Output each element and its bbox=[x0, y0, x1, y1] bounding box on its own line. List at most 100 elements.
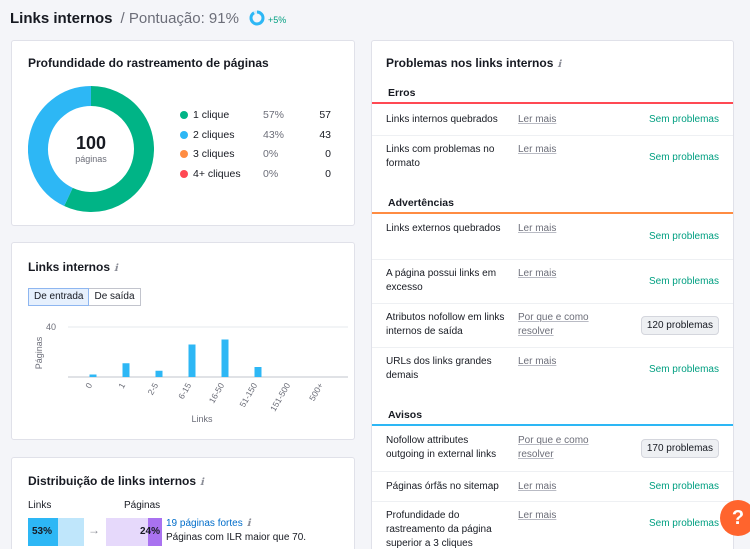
arrow-icon: → bbox=[88, 523, 100, 537]
score-delta: +5% bbox=[267, 14, 287, 25]
tab-outgoing[interactable]: De saída bbox=[89, 288, 141, 306]
links-column-label: Links bbox=[28, 500, 52, 511]
score-label: / Pontuação: 91% bbox=[120, 9, 239, 27]
help-button[interactable]: ? bbox=[720, 500, 750, 536]
page-header: Links internos / Pontuação: 91% +5% bbox=[10, 6, 286, 30]
issue-row: URLs dos links grandes demais Ler mais Sem… bbox=[372, 347, 733, 391]
legend-value: 0 bbox=[325, 167, 331, 180]
issue-label: Atributos nofollow em links internos de … bbox=[386, 312, 505, 337]
issue-help-link[interactable]: Por que e como resolver bbox=[518, 312, 589, 337]
distribution-title-text: Distribuição de links internos bbox=[28, 474, 197, 488]
issue-help-link[interactable]: Ler mais bbox=[518, 481, 557, 492]
info-icon[interactable]: ℹ bbox=[200, 477, 204, 488]
links-bar: 53% bbox=[28, 518, 84, 546]
bar-16-50[interactable] bbox=[221, 339, 229, 378]
bar-1[interactable] bbox=[122, 363, 130, 377]
legend-percent: 57% bbox=[263, 109, 285, 121]
x-axis-label: Links bbox=[191, 414, 213, 424]
issue-help-link[interactable]: Ler mais bbox=[518, 144, 557, 155]
section-header: Avisos bbox=[388, 409, 423, 421]
issue-row: Profundidade do rastreamento da página s… bbox=[372, 501, 733, 549]
direction-toggle: De entrada De saída bbox=[28, 288, 141, 306]
issue-help-link[interactable]: Por que e como resolver bbox=[518, 435, 589, 460]
section-header: Erros bbox=[388, 87, 416, 99]
legend-value: 57 bbox=[319, 109, 331, 121]
donut-center-value: 100 bbox=[75, 133, 107, 153]
x-tick-label: 16-50 bbox=[207, 381, 227, 405]
legend-label: 3 cliques bbox=[193, 148, 235, 160]
legend-percent: 0% bbox=[263, 148, 279, 160]
issue-status: Sem problemas bbox=[648, 276, 719, 287]
bar-6-15[interactable] bbox=[188, 344, 196, 378]
legend-value: 0 bbox=[325, 148, 331, 160]
bar-0[interactable] bbox=[89, 374, 97, 378]
crawl-depth-card: Profundidade do rastreamento de páginas … bbox=[11, 40, 355, 226]
internal-links-title: Links internos ℹ bbox=[28, 260, 118, 274]
legend-label: 2 cliques bbox=[193, 128, 235, 141]
issue-help-link[interactable]: Ler mais bbox=[518, 223, 557, 234]
issue-label: A página possui links em excesso bbox=[386, 268, 497, 293]
donut-slice-1[interactable] bbox=[64, 86, 154, 212]
legend-row[interactable]: 1 clique 57% 57 bbox=[180, 107, 331, 123]
issue-count-badge[interactable]: 170 problemas bbox=[640, 439, 719, 458]
x-tick-label: 51-150 bbox=[237, 381, 259, 409]
issue-help-link[interactable]: Ler mais bbox=[518, 510, 557, 521]
bar-51-150[interactable] bbox=[254, 367, 262, 377]
issue-row: Links internos quebrados Ler mais Sem prob… bbox=[372, 105, 733, 135]
pages-bar-fill bbox=[148, 518, 162, 546]
issue-help-link[interactable]: Ler mais bbox=[518, 356, 557, 367]
legend-row[interactable]: 2 cliques 43% 43 bbox=[180, 127, 331, 143]
info-icon[interactable]: ℹ bbox=[557, 59, 562, 70]
issue-label: Profundidade do rastreamento da página s… bbox=[386, 510, 492, 549]
donut-center-label: páginas bbox=[75, 154, 107, 164]
info-icon[interactable]: ℹ bbox=[246, 518, 251, 529]
distribution-title: Distribuição de links internos ℹ bbox=[28, 474, 204, 488]
y-axis-label: Páginas bbox=[34, 336, 44, 369]
pages-column-label: Páginas bbox=[124, 500, 161, 511]
internal-links-card: Links internos ℹ De entrada De saída 40 Pá… bbox=[11, 242, 355, 440]
legend-row[interactable]: 3 cliques 0% 0 bbox=[180, 146, 331, 162]
legend-dot bbox=[180, 169, 188, 178]
page-title: Links internos bbox=[10, 9, 113, 27]
legend-value: 43 bbox=[319, 128, 331, 141]
legend-row[interactable]: 4+ cliques 0% 0 bbox=[180, 166, 331, 182]
issue-help-link[interactable]: Ler mais bbox=[518, 268, 557, 279]
section-divider bbox=[372, 212, 733, 214]
issue-row: Links com problemas no formato Ler mais Se… bbox=[372, 135, 733, 179]
legend-percent: 43% bbox=[263, 128, 285, 141]
info-icon[interactable]: ℹ bbox=[114, 263, 118, 274]
x-tick-label: 0 bbox=[83, 381, 94, 390]
issue-label: Nofollow attributes outgoing in external… bbox=[386, 435, 497, 460]
score-ring-icon bbox=[249, 10, 265, 26]
y-tick-label: 40 bbox=[46, 322, 56, 332]
strong-pages-link[interactable]: 19 páginas fortes bbox=[166, 518, 243, 529]
legend-dot bbox=[180, 150, 188, 158]
issue-row: Nofollow attributes outgoing in external… bbox=[372, 427, 733, 471]
pages-pct: 24% bbox=[139, 526, 160, 537]
legend-dot bbox=[180, 111, 188, 119]
issue-status: Sem problemas bbox=[648, 364, 719, 375]
bar-2-5[interactable] bbox=[155, 370, 163, 377]
legend-label: 4+ cliques bbox=[193, 167, 241, 180]
issue-row: Links externos quebrados Ler mais Sem prob… bbox=[372, 215, 733, 259]
issue-count-badge[interactable]: 120 problemas bbox=[640, 316, 719, 335]
x-tick-label: 151-500 bbox=[268, 381, 292, 413]
tab-incoming[interactable]: De entrada bbox=[28, 288, 90, 306]
legend-label: 1 clique bbox=[193, 109, 230, 121]
x-tick-label: 1 bbox=[116, 381, 127, 390]
crawl-depth-title: Profundidade do rastreamento de páginas bbox=[28, 56, 269, 70]
issue-label: Links com problemas no formato bbox=[386, 144, 495, 169]
donut-slice-2[interactable] bbox=[28, 86, 92, 206]
section-divider bbox=[372, 102, 733, 104]
issues-title-text: Problemas nos links internos bbox=[386, 56, 554, 70]
issue-status: Sem problemas bbox=[648, 518, 719, 529]
issue-status: Sem problemas bbox=[648, 231, 719, 242]
issue-help-link[interactable]: Ler mais bbox=[518, 114, 557, 125]
strong-pages-desc: Páginas com ILR maior que 70. bbox=[166, 532, 307, 543]
issues-title: Problemas nos links internos ℹ bbox=[386, 56, 561, 70]
issue-label: Páginas órfãs no sitemap bbox=[386, 481, 499, 492]
crawl-depth-donut bbox=[28, 86, 154, 212]
section-header: Advertências bbox=[388, 197, 454, 209]
x-tick-label: 500+ bbox=[307, 381, 325, 403]
